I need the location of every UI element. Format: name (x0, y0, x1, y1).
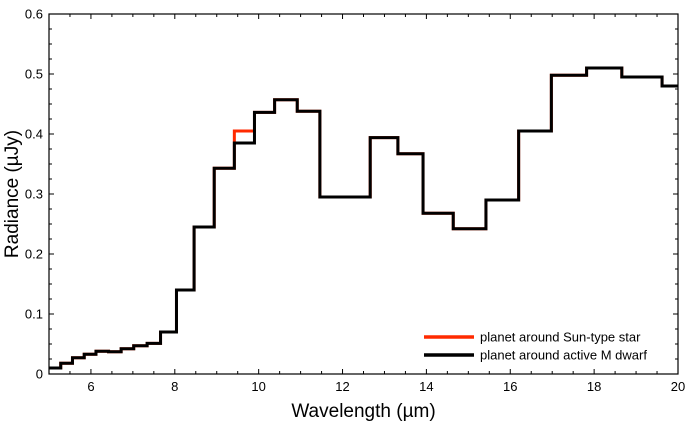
legend-label-1: planet around Sun-type star (480, 330, 641, 345)
y-tick-label: 0.1 (25, 307, 43, 322)
legend-label-2: planet around active M dwarf (480, 348, 647, 363)
plot-frame (48, 13, 679, 375)
x-tick-label: 18 (587, 379, 601, 394)
x-tick-label: 12 (335, 379, 349, 394)
x-tick-label: 8 (171, 379, 178, 394)
axis-ticks (48, 13, 679, 375)
y-tick-label: 0.3 (25, 187, 43, 202)
series-group (49, 66, 678, 370)
x-tick-label: 10 (251, 379, 265, 394)
y-axis-title: Radiance (µJy) (2, 130, 23, 258)
x-tick-label: 16 (503, 379, 517, 394)
series-line-1 (49, 66, 678, 370)
x-tick-label: 14 (419, 379, 433, 394)
tick-labels: 6 8 10 12 14 16 18 20 0 0.1 0.2 0.3 0.4 0.5 0.6 (25, 7, 685, 395)
x-axis-title: Wavelength (µm) (291, 401, 435, 422)
y-tick-label: 0.6 (25, 7, 43, 22)
y-tick-label: 0 (36, 367, 43, 382)
series-line-2 (49, 66, 678, 370)
y-tick-label: 0.2 (25, 247, 43, 262)
y-tick-label: 0.4 (25, 127, 43, 142)
y-tick-label: 0.5 (25, 67, 43, 82)
x-tick-label: 20 (671, 379, 685, 394)
x-tick-label: 6 (87, 379, 94, 394)
legend: planet around Sun-type star planet around… (424, 330, 647, 363)
